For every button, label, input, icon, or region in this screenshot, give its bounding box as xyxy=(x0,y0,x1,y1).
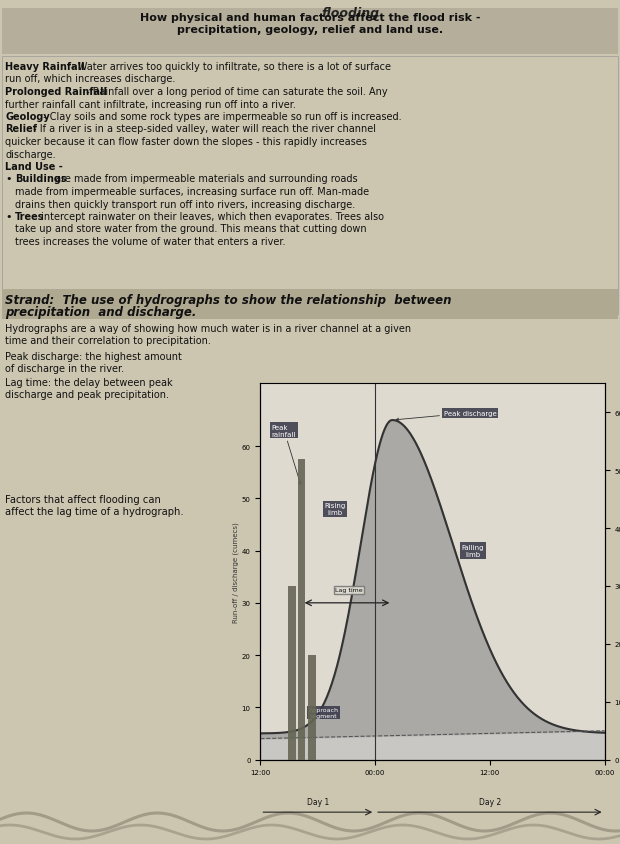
Text: Approach
segment: Approach segment xyxy=(309,707,339,718)
Text: - Rainfall over a long period of time can saturate the soil. Any: - Rainfall over a long period of time ca… xyxy=(83,87,388,97)
Text: •: • xyxy=(5,212,12,222)
Bar xyxy=(2,9,618,55)
Text: intercept rainwater on their leaves, which then evaporates. Trees also: intercept rainwater on their leaves, whi… xyxy=(38,212,384,222)
Text: Strand:  The use of hydrographs to show the relationship  between: Strand: The use of hydrographs to show t… xyxy=(5,294,451,306)
Bar xyxy=(298,459,306,760)
Text: trees increases the volume of water that enters a river.: trees increases the volume of water that… xyxy=(15,236,285,246)
Bar xyxy=(2,57,618,315)
Text: Hydrographs are a way of showing how much water is in a river channel at a given: Hydrographs are a way of showing how muc… xyxy=(5,323,411,333)
Text: further rainfall cant infiltrate, increasing run off into a river.: further rainfall cant infiltrate, increa… xyxy=(5,100,296,110)
Text: flooding: flooding xyxy=(321,7,379,20)
Bar xyxy=(288,587,296,760)
Text: Day 1: Day 1 xyxy=(307,797,329,806)
Text: made from impermeable surfaces, increasing surface run off. Man-made: made from impermeable surfaces, increasi… xyxy=(15,187,369,197)
Text: take up and store water from the ground. This means that cutting down: take up and store water from the ground.… xyxy=(15,225,366,235)
Text: Relief: Relief xyxy=(5,124,37,134)
Text: Lag time: Lag time xyxy=(335,587,363,592)
Text: discharge and peak precipitation.: discharge and peak precipitation. xyxy=(5,390,169,399)
Text: Factors that affect flooding can: Factors that affect flooding can xyxy=(5,495,161,505)
Text: quicker because it can flow faster down the slopes - this rapidly increases: quicker because it can flow faster down … xyxy=(5,137,367,147)
Text: of discharge in the river.: of discharge in the river. xyxy=(5,364,124,374)
Text: Trees: Trees xyxy=(15,212,45,222)
Text: Geology: Geology xyxy=(5,112,50,122)
Text: Prolonged Rainfall: Prolonged Rainfall xyxy=(5,87,107,97)
Text: precipitation, geology, relief and land use.: precipitation, geology, relief and land … xyxy=(177,25,443,35)
Bar xyxy=(2,289,618,320)
Text: Heavy Rainfall: Heavy Rainfall xyxy=(5,62,84,72)
Text: Land Use -: Land Use - xyxy=(5,162,63,172)
Text: discharge.: discharge. xyxy=(5,149,56,160)
Text: Peak discharge: Peak discharge xyxy=(396,410,497,421)
Text: - Clay soils and some rock types are impermeable so run off is increased.: - Clay soils and some rock types are imp… xyxy=(40,112,402,122)
Text: Peak
rainfall: Peak rainfall xyxy=(272,425,301,484)
Text: Buildings: Buildings xyxy=(15,175,66,184)
Text: run off, which increases discharge.: run off, which increases discharge. xyxy=(5,74,175,84)
Text: drains then quickly transport run off into rivers, increasing discharge.: drains then quickly transport run off in… xyxy=(15,199,355,209)
Text: - Water arrives too quickly to infiltrate, so there is a lot of surface: - Water arrives too quickly to infiltrat… xyxy=(68,62,391,72)
Y-axis label: Run-off / discharge (cumecs): Run-off / discharge (cumecs) xyxy=(232,522,239,622)
Text: are made from impermeable materials and surrounding roads: are made from impermeable materials and … xyxy=(52,175,358,184)
Text: time and their correlation to precipitation.: time and their correlation to precipitat… xyxy=(5,336,211,345)
Text: Day 2: Day 2 xyxy=(479,797,501,806)
Text: precipitation  and discharge.: precipitation and discharge. xyxy=(5,306,197,319)
Text: - If a river is in a steep-sided valley, water will reach the river channel: - If a river is in a steep-sided valley,… xyxy=(30,124,376,134)
Text: Peak discharge: the highest amount: Peak discharge: the highest amount xyxy=(5,352,182,361)
Text: •: • xyxy=(5,175,12,184)
Text: Lag time: the delay between peak: Lag time: the delay between peak xyxy=(5,377,172,387)
Text: How physical and human factors affect the flood risk -: How physical and human factors affect th… xyxy=(140,13,480,23)
Bar xyxy=(308,656,316,760)
Text: Rising
limb: Rising limb xyxy=(324,503,345,516)
Text: affect the lag time of a hydrograph.: affect the lag time of a hydrograph. xyxy=(5,506,184,517)
Text: Falling
limb: Falling limb xyxy=(461,544,484,557)
